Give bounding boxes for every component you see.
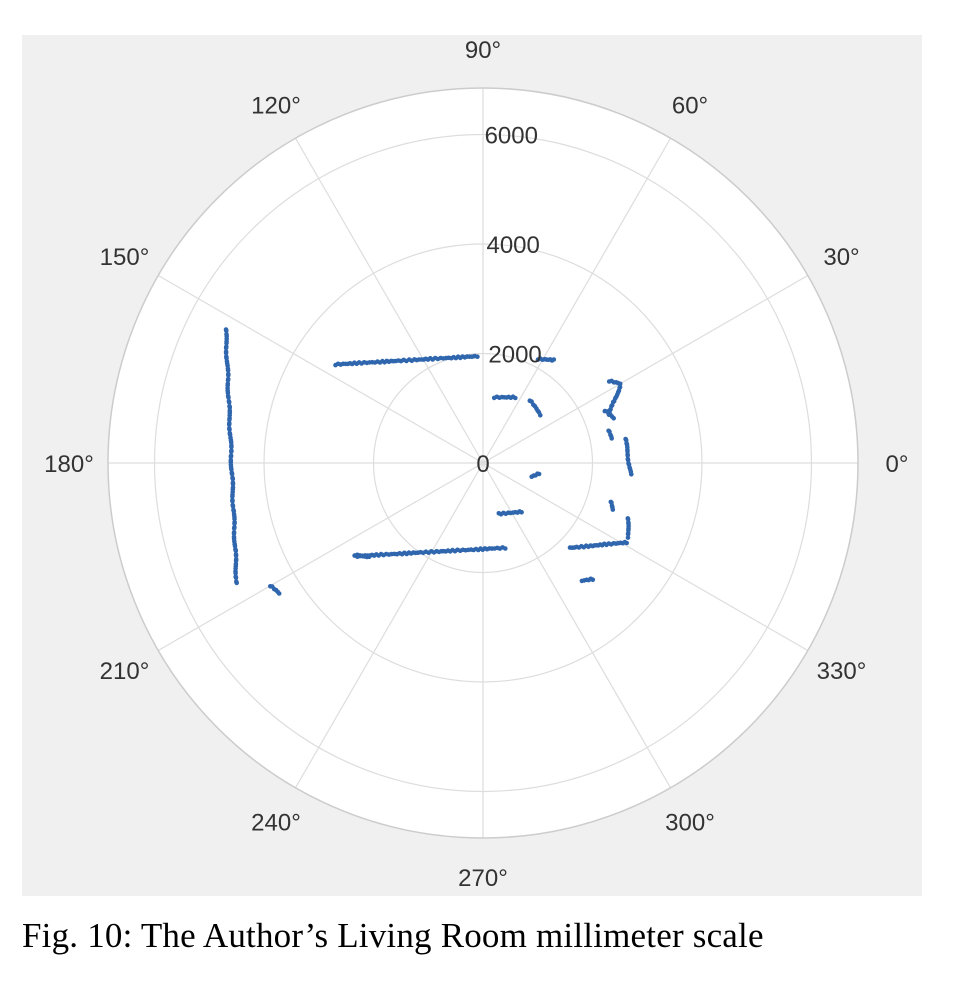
data-point xyxy=(227,405,233,410)
data-point xyxy=(230,476,236,482)
data-point xyxy=(223,350,229,356)
data-point xyxy=(229,449,234,455)
data-point xyxy=(513,395,518,401)
data-point xyxy=(233,570,238,576)
data-point xyxy=(225,368,231,373)
radial-gridline xyxy=(153,133,813,793)
radial-tick-label: 6000 xyxy=(485,123,538,150)
angle-gridline xyxy=(294,137,484,464)
data-point xyxy=(579,578,585,584)
data-point xyxy=(226,395,231,400)
data-point xyxy=(475,354,480,360)
data-point xyxy=(529,474,534,480)
data-point xyxy=(234,580,239,586)
data-point xyxy=(226,422,232,427)
data-point xyxy=(230,503,236,509)
data-point xyxy=(276,591,282,596)
data-point xyxy=(617,381,623,387)
data-points xyxy=(223,327,634,596)
angle-tick-labels: 0° 30° 60° 90° 120° 150° 180° 210° 240° 270° 300° 3… xyxy=(44,37,908,892)
data-point xyxy=(538,413,543,418)
angle-tick-label: 240° xyxy=(251,810,301,837)
data-point xyxy=(551,357,557,362)
data-point xyxy=(226,400,232,405)
data-point xyxy=(611,416,616,421)
angle-gridline xyxy=(157,274,484,464)
data-point xyxy=(231,531,237,536)
angle-tick-label: 330° xyxy=(817,658,867,685)
data-point xyxy=(230,481,236,487)
angle-tick-label: 300° xyxy=(665,810,715,837)
data-point xyxy=(233,548,239,553)
data-point xyxy=(228,454,234,460)
data-point xyxy=(230,498,235,504)
data-point xyxy=(233,575,239,581)
angle-tick-label: 150° xyxy=(100,244,150,271)
angle-tick-label: 30° xyxy=(823,244,859,271)
angle-gridline xyxy=(482,274,809,464)
angle-gridline xyxy=(482,462,809,652)
radial-gridline xyxy=(372,352,594,574)
data-point xyxy=(229,444,234,450)
data-point xyxy=(230,494,235,499)
data-point xyxy=(233,553,239,558)
data-point xyxy=(625,457,631,463)
data-point xyxy=(625,453,630,458)
data-point xyxy=(224,341,229,346)
data-point xyxy=(232,521,237,526)
data-point xyxy=(629,472,634,477)
data-point xyxy=(503,546,508,551)
outer-boundary xyxy=(107,87,859,839)
angle-tick-label: 90° xyxy=(465,37,501,64)
angle-gridline xyxy=(482,137,672,464)
data-point xyxy=(232,516,237,522)
angle-tick-label: 120° xyxy=(251,93,301,120)
radial-tick-label: 0 xyxy=(476,451,489,478)
angle-gridline xyxy=(157,462,484,652)
data-point xyxy=(223,345,229,351)
angle-tick-label: 0° xyxy=(886,451,909,478)
data-point xyxy=(231,526,237,531)
data-point xyxy=(224,328,229,334)
data-point xyxy=(227,427,232,432)
data-point xyxy=(625,535,631,540)
angle-tick-label: 60° xyxy=(672,93,708,120)
polar-scatter-chart: 0 2000 4000 6000 0° 30° 60° 90° 120° 150° 180° 210… xyxy=(44,37,908,892)
figure-caption: Fig. 10: The Author’s Living Room millim… xyxy=(22,916,764,955)
grid xyxy=(108,88,858,838)
angle-tick-label: 210° xyxy=(100,658,150,685)
angle-tick-label: 270° xyxy=(458,865,508,892)
radial-tick-label: 4000 xyxy=(486,232,539,259)
data-point xyxy=(496,511,502,516)
data-point xyxy=(227,417,232,423)
data-point xyxy=(609,436,614,441)
data-point xyxy=(625,531,631,537)
data-point xyxy=(225,377,231,383)
angle-gridline xyxy=(294,462,484,789)
data-point xyxy=(226,372,231,378)
data-point xyxy=(366,554,372,560)
radial-gridline xyxy=(263,243,703,683)
radial-tick-label: 2000 xyxy=(488,342,541,369)
angle-gridline xyxy=(482,462,672,789)
plot-panel: 0 2000 4000 6000 0° 30° 60° 90° 120° 150° 180° 210… xyxy=(22,35,922,896)
data-point xyxy=(229,471,235,477)
data-point xyxy=(232,543,238,549)
angle-tick-label: 180° xyxy=(44,451,94,478)
data-point xyxy=(567,545,573,550)
data-point xyxy=(610,507,616,512)
radial-tick-labels: 0 2000 4000 6000 xyxy=(476,123,541,478)
